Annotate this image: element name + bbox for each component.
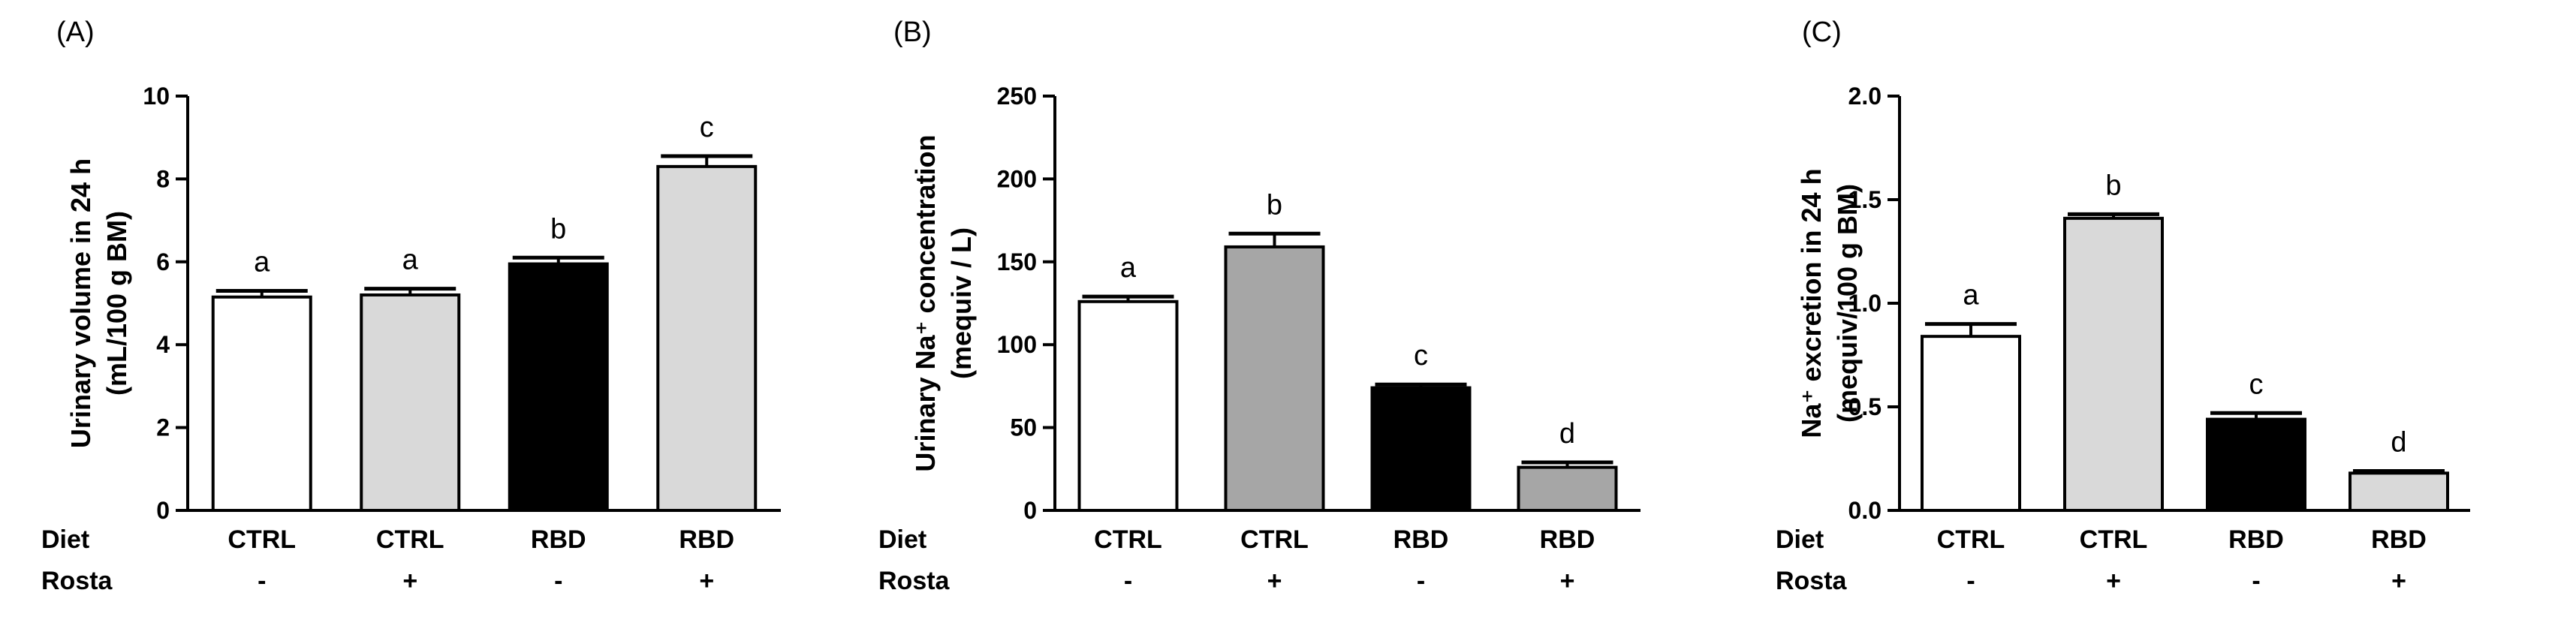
bar	[656, 164, 758, 512]
y-tick-label: 100	[997, 331, 1037, 358]
y-tick-label: 6	[156, 248, 170, 275]
y-tick-label: 1.0	[1848, 290, 1882, 317]
panel-label: (A)	[56, 17, 95, 48]
diet-label: CTRL	[227, 525, 296, 554]
row-label-rosta: Rosta	[1776, 567, 1848, 595]
diet-label: CTRL	[1937, 525, 2005, 554]
significance-letter: d	[1559, 418, 1575, 450]
row-label-diet: Diet	[41, 525, 89, 554]
bar	[1921, 335, 2021, 512]
y-tick-label: 250	[997, 83, 1037, 110]
significance-letter: a	[254, 246, 270, 278]
chart-panel-1: (A) Urinary volume in 24 h (mL/100 g BM) 0 2…	[41, 17, 781, 595]
rosta-label: +	[1267, 567, 1282, 595]
bar	[1370, 386, 1472, 512]
rosta-label: -	[1417, 567, 1425, 595]
rosta-label: +	[2106, 567, 2121, 595]
bar	[1077, 299, 1179, 512]
significance-letter: c	[2249, 369, 2264, 400]
diet-label: CTRL	[2080, 525, 2148, 554]
significance-letter: b	[550, 213, 566, 245]
significance-letter: c	[700, 112, 714, 143]
diet-label: CTRL	[1094, 525, 1162, 554]
rosta-label: +	[402, 567, 417, 595]
diet-label: RBD	[2371, 525, 2427, 554]
chart-panel-2: (B) Urinary Na⁺ concentration (mequiv / L)…	[878, 17, 1641, 595]
y-axis-label: (mequiv/100 g BM)	[1832, 184, 1863, 423]
y-axis-label: Na⁺ excretion in 24 h	[1796, 168, 1827, 438]
rosta-label: -	[2252, 567, 2260, 595]
significance-letter: b	[2105, 170, 2121, 201]
panel-label: (B)	[893, 17, 932, 48]
y-tick-label: 10	[143, 83, 170, 110]
significance-letter: a	[402, 245, 419, 276]
y-axis-label: Urinary Na⁺ concentration	[910, 134, 941, 471]
bar	[360, 293, 461, 512]
rosta-label: -	[258, 567, 266, 595]
diet-label: RBD	[531, 525, 586, 554]
y-tick-label: 0	[1023, 497, 1037, 524]
y-tick-label: 8	[156, 165, 170, 192]
y-tick-label: 50	[1010, 414, 1037, 441]
row-label-diet: Diet	[1776, 525, 1824, 554]
y-tick-label: 0	[156, 497, 170, 524]
significance-letter: c	[1414, 340, 1428, 372]
rosta-label: -	[1124, 567, 1132, 595]
rosta-label: -	[554, 567, 562, 595]
diet-label: CTRL	[1240, 525, 1309, 554]
bar	[2063, 216, 2164, 512]
bar	[2206, 417, 2306, 512]
bar	[1517, 465, 1618, 512]
y-tick-label: 150	[997, 248, 1037, 275]
rosta-label: -	[1966, 567, 1975, 595]
row-label-diet: Diet	[878, 525, 926, 554]
diet-label: RBD	[1393, 525, 1449, 554]
diet-label: RBD	[1540, 525, 1595, 554]
bar	[508, 262, 609, 512]
rosta-label: +	[699, 567, 714, 595]
diet-label: RBD	[679, 525, 734, 554]
diet-label: RBD	[2228, 525, 2284, 554]
y-tick-label: 2	[156, 414, 170, 441]
significance-letter: a	[1120, 252, 1137, 284]
significance-letter: a	[1963, 280, 1979, 312]
rosta-label: +	[2391, 567, 2406, 595]
bar	[211, 295, 312, 512]
row-label-rosta: Rosta	[41, 567, 113, 595]
row-label-rosta: Rosta	[878, 567, 951, 595]
bar	[2349, 471, 2449, 513]
y-axis-label: Urinary volume in 24 h	[65, 158, 96, 448]
diet-label: CTRL	[376, 525, 444, 554]
significance-letter: b	[1267, 189, 1282, 221]
y-tick-label: 0.0	[1848, 497, 1882, 524]
y-axis-label: (mL/100 g BM)	[101, 211, 132, 396]
y-tick-label: 2.0	[1848, 83, 1882, 110]
y-tick-label: 0.5	[1848, 393, 1882, 420]
y-axis-label: (mequiv / L)	[946, 227, 977, 379]
rosta-label: +	[1560, 567, 1575, 595]
y-tick-label: 1.5	[1848, 186, 1882, 213]
panel-label: (C)	[1802, 17, 1842, 48]
y-tick-label: 200	[997, 165, 1037, 192]
y-tick-label: 4	[156, 331, 170, 358]
significance-letter: d	[2391, 427, 2406, 459]
bar	[1224, 245, 1325, 512]
chart-panel-3: (C) Na⁺ excretion in 24 h (mequiv/100 g BM…	[1776, 17, 2470, 595]
